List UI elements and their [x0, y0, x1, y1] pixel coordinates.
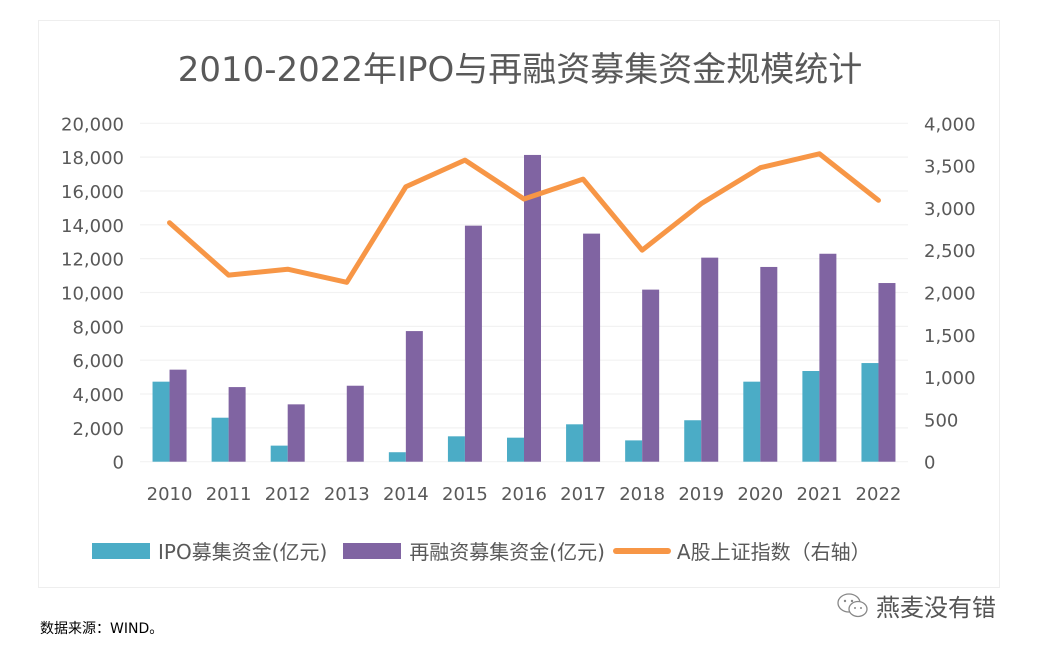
x-tick-label: 2017: [560, 484, 606, 505]
x-tick-label: 2015: [442, 484, 488, 505]
bar-refinancing: [169, 369, 187, 462]
legend-label-index: A股上证指数（右轴）: [676, 540, 871, 564]
x-tick-label: 2014: [383, 484, 429, 505]
x-tick-label: 2011: [206, 484, 252, 505]
data-source-note: 数据来源：WIND。: [40, 621, 164, 637]
y-left-tick-label: 2,000: [72, 419, 124, 440]
y-right-tick-label: 1,500: [924, 326, 976, 347]
bar-ipo: [152, 381, 170, 462]
bar-ipo: [861, 363, 879, 462]
bar-refinancing: [287, 404, 305, 462]
bar-ipo: [743, 381, 761, 462]
x-tick-label: 2019: [678, 484, 724, 505]
bar-ipo: [802, 371, 820, 462]
y-left-tick-label: 18,000: [61, 148, 124, 169]
y-left-tick-label: 0: [113, 453, 124, 474]
watermark-text: 燕麦没有错: [876, 594, 996, 622]
legend-swatch-index: [612, 547, 671, 554]
legend-item-index: A股上证指数（右轴）: [612, 536, 871, 565]
wechat-icon: [837, 592, 868, 617]
legend-label-refinancing: 再融资募集资金(亿元): [409, 540, 605, 564]
bar-ipo: [270, 445, 288, 462]
bar-refinancing: [642, 289, 660, 462]
bar-ipo: [211, 417, 229, 462]
bar-refinancing: [405, 331, 423, 462]
y-right-tick-label: 3,500: [924, 157, 976, 178]
y-right-tick-label: 0: [924, 453, 935, 474]
bar-refinancing: [701, 257, 719, 462]
bar-refinancing: [760, 266, 778, 462]
y-right-tick-label: 4,000: [924, 114, 976, 135]
legend-item-ipo: IPO募集资金(亿元): [92, 536, 327, 565]
y-left-tick-label: 16,000: [61, 182, 124, 203]
bar-refinancing: [524, 154, 541, 462]
y-right-tick-label: 3,000: [924, 199, 976, 220]
x-tick-label: 2022: [856, 484, 902, 505]
x-tick-label: 2020: [737, 484, 783, 505]
bar-refinancing: [583, 233, 601, 462]
y-right-tick-label: 500: [924, 410, 958, 431]
y-left-tick-label: 20,000: [61, 114, 124, 135]
bar-refinancing: [819, 253, 837, 462]
y-left-tick-label: 10,000: [61, 284, 124, 305]
bar-ipo: [625, 440, 643, 462]
y-left-tick-label: 8,000: [72, 317, 124, 338]
y-right-tick-label: 1,000: [924, 368, 976, 389]
y-left-tick-label: 14,000: [61, 216, 124, 237]
legend-swatch-ipo: [92, 542, 150, 559]
bar-refinancing: [878, 283, 896, 462]
x-tick-label: 2016: [501, 484, 547, 505]
y-left-tick-label: 4,000: [72, 385, 124, 406]
x-tick-label: 2012: [265, 484, 311, 505]
bar-refinancing: [346, 385, 364, 462]
bar-ipo: [388, 452, 406, 462]
legend-swatch-refinancing: [343, 542, 402, 559]
x-tick-label: 2018: [619, 484, 665, 505]
x-tick-label: 2013: [324, 484, 370, 505]
chart-title: 2010-2022年IPO与再融资募集资金规模统计: [177, 50, 863, 90]
bar-ipo: [507, 437, 524, 462]
bar-ipo: [566, 424, 584, 462]
watermark: 燕麦没有错: [836, 588, 996, 623]
y-right-tick-label: 2,500: [924, 241, 976, 262]
bar-refinancing: [228, 387, 246, 462]
chart-legend: IPO募集资金(亿元) 再融资募集资金(亿元) A股上证指数（右轴）: [92, 536, 877, 565]
y-left-tick-label: 12,000: [61, 250, 124, 271]
legend-label-ipo: IPO募集资金(亿元): [158, 540, 328, 564]
y-right-tick-label: 2,000: [924, 284, 976, 305]
y-left-tick-label: 6,000: [72, 351, 124, 372]
legend-item-refinancing: 再融资募集资金(亿元): [343, 536, 605, 565]
bar-ipo: [447, 436, 465, 462]
bar-ipo: [684, 420, 702, 462]
x-tick-label: 2021: [796, 484, 842, 505]
chart-frame: [38, 20, 1000, 588]
x-tick-label: 2010: [147, 484, 193, 505]
bar-refinancing: [464, 225, 482, 462]
